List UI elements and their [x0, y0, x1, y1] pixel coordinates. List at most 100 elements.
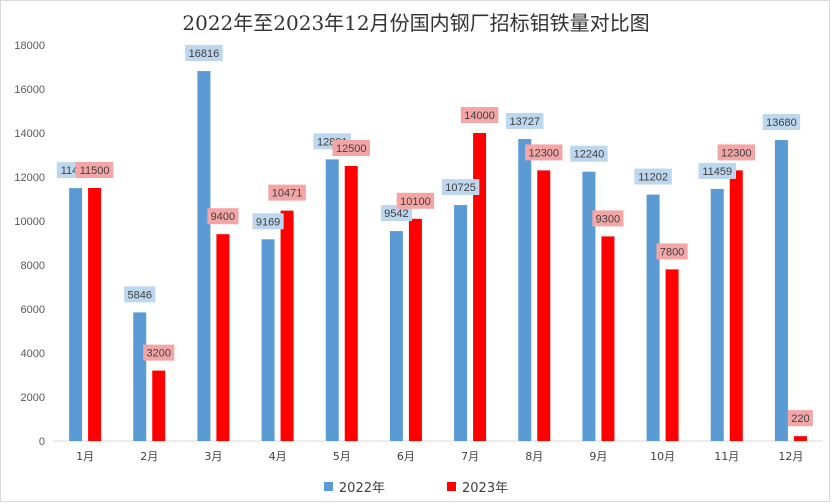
- data-label-box: [124, 286, 156, 303]
- data-label: 12500: [336, 143, 367, 155]
- data-label-box: [656, 243, 688, 260]
- data-label-box: [506, 113, 544, 130]
- data-label-box: [634, 168, 672, 185]
- legend-item: 2022年: [323, 477, 385, 496]
- data-label: 11459: [702, 166, 732, 178]
- bar-2022年-11月: [710, 188, 724, 441]
- data-label: 11500: [80, 165, 110, 177]
- data-label: 9300: [596, 213, 620, 225]
- y-tick-label: 14000: [14, 128, 45, 140]
- data-label-box: [185, 45, 223, 62]
- data-label: 9169: [256, 216, 280, 228]
- y-tick-label: 6000: [21, 304, 45, 316]
- legend-swatch: [323, 482, 333, 491]
- bar-2022年-10月: [646, 194, 660, 441]
- x-tick-label: 5月: [333, 450, 351, 463]
- bar-2022年-7月: [454, 205, 468, 441]
- data-label: 10725: [445, 182, 476, 194]
- bar-2022年-12月: [774, 140, 788, 442]
- x-tick-label: 9月: [589, 450, 607, 463]
- bar-2023年-4月: [280, 210, 294, 441]
- bar-2023年-1月: [88, 188, 102, 441]
- data-label: 7800: [660, 246, 684, 258]
- data-label-box: [396, 192, 435, 209]
- bar-2023年-12月: [793, 436, 807, 441]
- data-label: 3200: [147, 348, 171, 360]
- data-label: 12300: [528, 147, 559, 159]
- legend-label: 2022年: [338, 481, 385, 496]
- data-label-box: [441, 179, 480, 196]
- data-label-box: [380, 205, 413, 222]
- data-label: 12240: [574, 149, 605, 161]
- data-label-box: [252, 213, 284, 230]
- data-label-box: [332, 140, 370, 156]
- bar-2022年-9月: [582, 171, 596, 441]
- data-label-box: [143, 344, 175, 361]
- legend: 2022年 2023年: [1, 477, 831, 496]
- data-label: 11202: [638, 172, 668, 184]
- x-tick-label: 7月: [461, 450, 479, 463]
- y-tick-label: 16000: [14, 84, 45, 96]
- chart-title: 2022年至2023年12月份国内钢厂招标钼铁量对比图: [182, 11, 650, 35]
- bar-2022年-1月: [69, 188, 83, 441]
- data-label-box: [75, 162, 114, 178]
- data-label-box: [268, 184, 306, 201]
- data-label: 9400: [211, 211, 235, 223]
- bar-2023年-9月: [601, 236, 615, 441]
- data-label: 16816: [189, 48, 220, 60]
- bar-2022年-5月: [325, 159, 339, 442]
- data-label-box: [525, 144, 563, 161]
- legend-label: 2023年: [462, 481, 509, 496]
- data-label-box: [570, 145, 608, 162]
- bar-2022年-2月: [133, 312, 147, 441]
- data-label-box: [592, 210, 624, 227]
- x-tick-label: 4月: [269, 450, 287, 463]
- bar-2023年-7月: [473, 133, 487, 441]
- bar-2023年-8月: [537, 170, 551, 441]
- bar-2023年-2月: [152, 370, 166, 441]
- bar-2022年-8月: [518, 139, 532, 442]
- bar-2023年-11月: [729, 170, 743, 441]
- x-tick-label: 11月: [714, 450, 739, 463]
- y-tick-label: 10000: [14, 216, 45, 228]
- y-tick-label: 2000: [21, 392, 45, 404]
- data-label: 13680: [766, 117, 797, 129]
- data-label-box: [460, 107, 499, 123]
- data-label: 10100: [400, 196, 431, 208]
- bar-2023年-10月: [665, 269, 679, 441]
- legend-item: 2023年: [447, 477, 508, 496]
- data-label: 12300: [721, 147, 752, 159]
- bar-2023年-6月: [408, 218, 422, 441]
- data-label: 9542: [384, 208, 408, 220]
- data-label-box: [207, 208, 239, 225]
- x-tick-label: 10月: [650, 450, 675, 463]
- bar-2023年-3月: [216, 234, 230, 441]
- x-tick-label: 12月: [778, 450, 803, 463]
- data-label: 14000: [464, 110, 495, 122]
- x-tick-label: 2月: [140, 450, 158, 463]
- data-label-box: [717, 144, 755, 161]
- x-tick-label: 3月: [204, 450, 222, 463]
- bar-chart: 0 2000 4000 6000 8000 10000 12000 14000 16000 180…: [14, 40, 823, 463]
- data-label: 13727: [509, 116, 540, 128]
- bar-2023年-5月: [344, 166, 358, 441]
- data-label: 220: [791, 413, 809, 425]
- y-tick-label: 8000: [21, 260, 45, 272]
- x-tick-label: 1月: [76, 450, 94, 463]
- bar-2022年-6月: [389, 231, 403, 441]
- bar-2022年-4月: [261, 239, 275, 441]
- y-tick-label: 12000: [14, 172, 45, 184]
- data-label-box: [787, 410, 813, 427]
- y-tick-label: 18000: [14, 40, 45, 52]
- data-label: 5846: [128, 289, 152, 301]
- data-label: 10471: [272, 188, 303, 200]
- legend-swatch: [447, 482, 456, 491]
- x-tick-label: 8月: [525, 450, 543, 463]
- data-label-box: [698, 162, 736, 179]
- y-tick-label: 4000: [21, 348, 45, 360]
- data-label-box: [762, 114, 801, 131]
- y-tick-label: 0: [39, 436, 45, 448]
- bar-2022年-3月: [197, 71, 211, 441]
- x-tick-label: 6月: [397, 450, 415, 463]
